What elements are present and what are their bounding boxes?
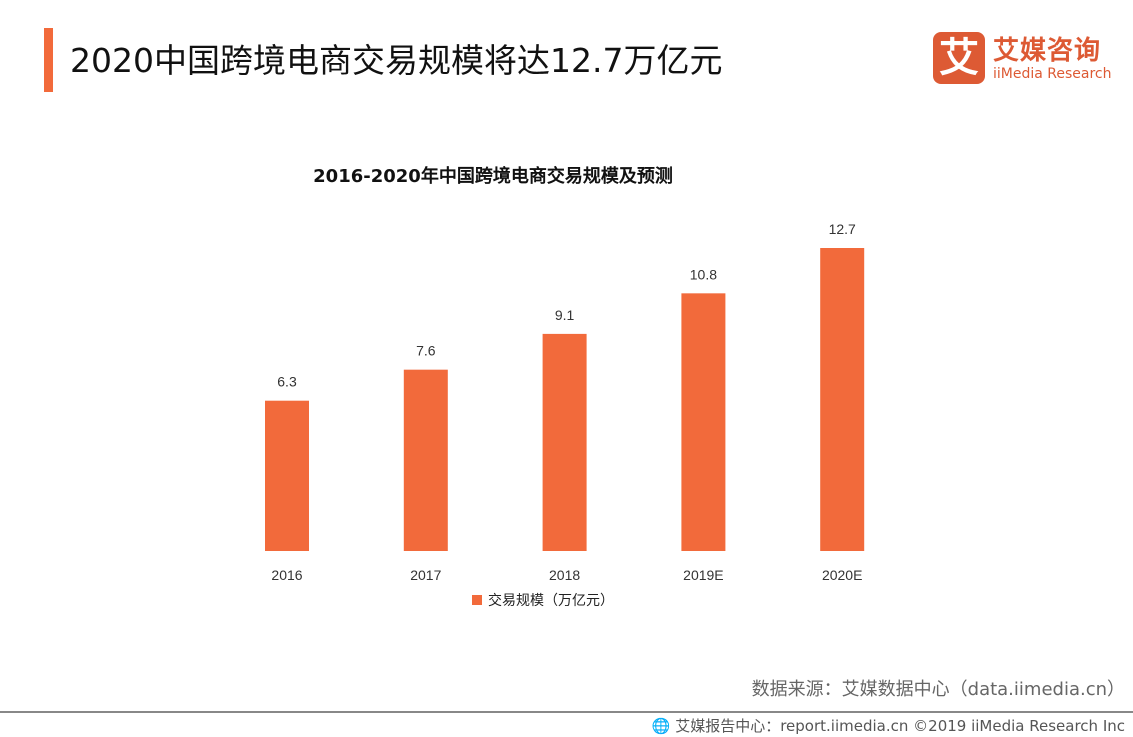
bar — [542, 333, 587, 551]
copyright-text: 艾媒报告中心：report.iimedia.cn ©2019 iiMedia R… — [675, 717, 1125, 735]
data-label: 7.6 — [416, 343, 436, 359]
data-label: 9.1 — [555, 307, 575, 323]
x-tick-label: 2019E — [683, 567, 723, 583]
bar — [681, 293, 726, 551]
x-tick-label: 2016 — [271, 567, 302, 583]
x-tick-label: 2018 — [549, 567, 580, 583]
bar — [265, 400, 309, 551]
logo-name-en: iiMedia Research — [993, 66, 1112, 82]
chart-title: 2016-2020年中国跨境电商交易规模及预测 — [313, 166, 673, 187]
bar — [403, 369, 448, 551]
legend-swatch — [472, 595, 482, 605]
logo-mark: 艾 — [933, 32, 985, 84]
data-label: 6.3 — [277, 374, 297, 390]
title-accent-bar — [44, 28, 53, 92]
bar — [820, 248, 865, 551]
x-tick-label: 2020E — [822, 567, 862, 583]
x-tick-label: 2017 — [410, 567, 441, 583]
footer: 🌐 艾媒报告中心：report.iimedia.cn ©2019 iiMedia… — [652, 715, 1125, 736]
footer-divider — [0, 711, 1133, 713]
data-source: 数据来源：艾媒数据中心（data.iimedia.cn） — [751, 679, 1125, 700]
logo-name-cn: 艾媒咨询 — [993, 36, 1102, 66]
data-label: 12.7 — [829, 221, 856, 237]
logo: 艾 艾媒咨询 iiMedia Research — [933, 30, 1123, 86]
legend-label: 交易规模（万亿元） — [488, 593, 614, 609]
legend: 交易规模（万亿元） — [472, 590, 614, 610]
globe-icon: 🌐 — [651, 717, 671, 735]
page-title: 2020中国跨境电商交易规模将达12.7万亿元 — [70, 41, 723, 80]
data-label: 10.8 — [690, 266, 717, 282]
